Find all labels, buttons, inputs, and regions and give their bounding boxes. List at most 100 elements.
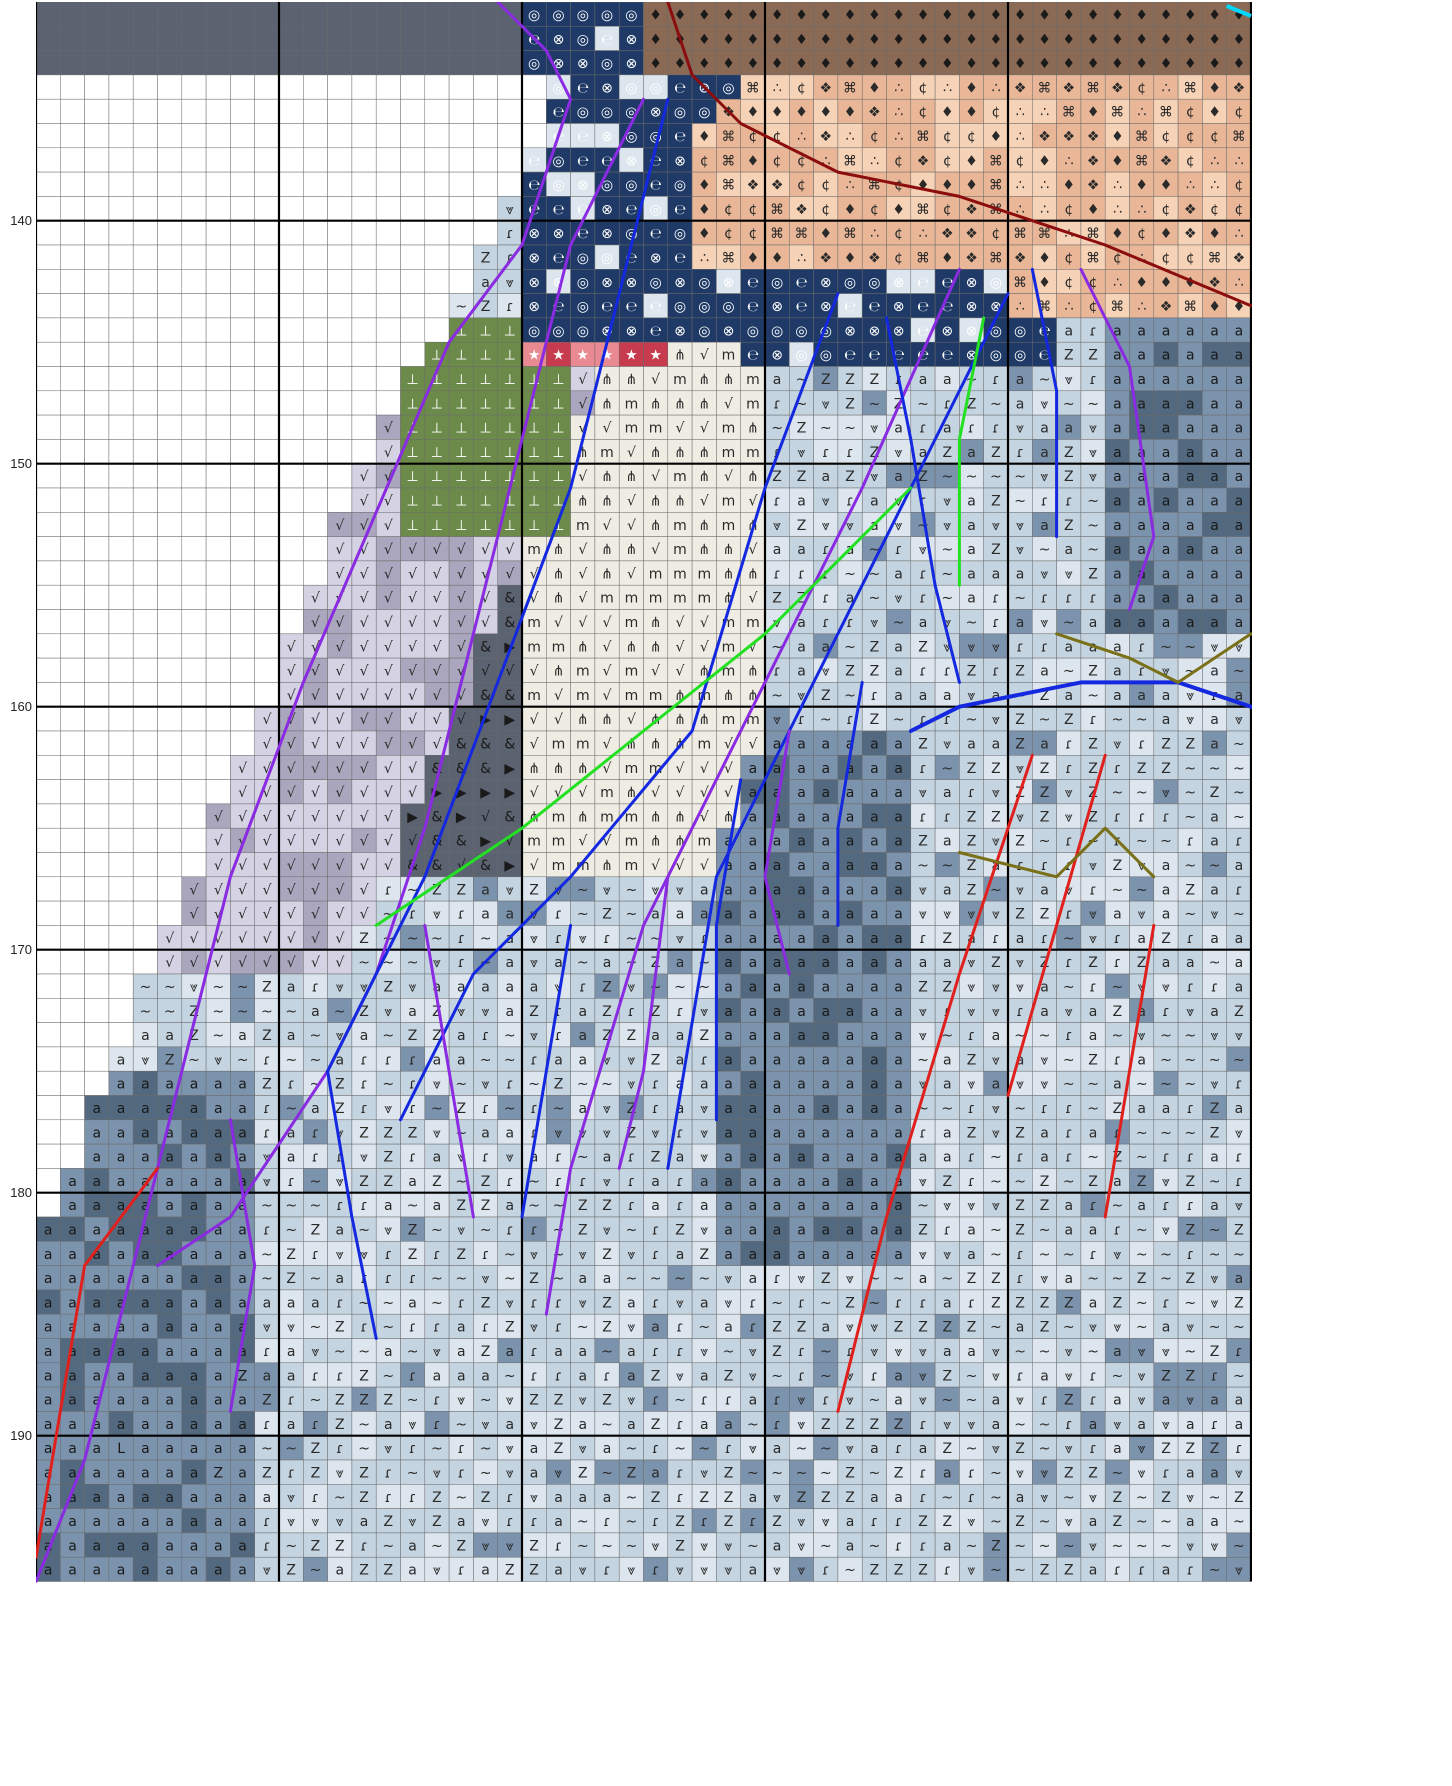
stitch-symbol: ~ [431, 931, 443, 947]
stitch-symbol: Z [165, 1052, 175, 1068]
stitch-symbol: ⊗ [650, 105, 662, 121]
stitch-cell [84, 949, 110, 975]
stitch-cell [108, 512, 134, 537]
stitch-cell [1080, 50, 1106, 76]
stitch-symbol: ɾ [336, 1295, 343, 1311]
stitch-cell [400, 171, 426, 197]
stitch-cell [764, 98, 790, 124]
stitch-symbol: Z [1040, 1198, 1050, 1214]
stitch-symbol: m [600, 785, 614, 801]
stitch-symbol: ♦ [941, 105, 954, 121]
stitch-symbol: ⊥ [528, 494, 540, 510]
stitch-symbol: Z [359, 931, 369, 947]
stitch-cell [132, 244, 158, 270]
stitch-symbol: ♦ [820, 8, 833, 24]
stitch-symbol: m [722, 421, 736, 437]
stitch-symbol: ~ [1039, 1247, 1051, 1263]
stitch-cell [351, 366, 377, 392]
stitch-symbol: a [1113, 591, 1122, 607]
stitch-cell [108, 852, 134, 878]
stitch-symbol: a [579, 1052, 588, 1068]
stitch-symbol: ♦ [844, 105, 857, 121]
stitch-symbol: ~ [1233, 737, 1245, 753]
stitch-symbol: ◎ [771, 323, 783, 339]
stitch-symbol: ♦ [1135, 275, 1148, 291]
stitch-symbol: Z [1064, 445, 1074, 461]
stitch-symbol: a [846, 809, 855, 825]
stitch-cell [205, 414, 231, 440]
stitch-symbol: a [1210, 931, 1219, 947]
stitch-cell [400, 123, 426, 149]
stitch-cell [424, 98, 450, 124]
stitch-symbol: a [579, 1344, 588, 1360]
stitch-cell [132, 196, 158, 221]
stitch-symbol: ~ [844, 421, 856, 437]
stitch-symbol: ◎ [1014, 323, 1026, 339]
stitch-symbol: a [190, 1077, 199, 1093]
stitch-symbol: a [1162, 445, 1171, 461]
stitch-cell [424, 196, 450, 221]
stitch-symbol: ¢ [1234, 178, 1243, 194]
stitch-symbol: a [797, 737, 806, 753]
stitch-symbol: a [822, 931, 831, 947]
stitch-symbol: ⌘ [1135, 129, 1149, 145]
stitch-symbol: √ [748, 737, 757, 753]
stitch-symbol: m [673, 469, 687, 485]
stitch-symbol: ~ [1112, 1028, 1124, 1044]
stitch-cell [691, 98, 717, 124]
stitch-cell [36, 706, 61, 732]
stitch-cell [1177, 147, 1203, 173]
stitch-symbol: √ [651, 372, 660, 388]
stitch-symbol: ⩔ [603, 1174, 611, 1190]
stitch-symbol: ∴ [1064, 299, 1073, 315]
stitch-symbol: ɾ [579, 1174, 586, 1190]
stitch-symbol: ℮ [674, 251, 686, 267]
stitch-symbol: a [822, 1223, 831, 1239]
stitch-symbol: √ [384, 518, 393, 534]
stitch-symbol: a [724, 1150, 733, 1166]
stitch-symbol: Z [943, 1320, 953, 1336]
stitch-symbol: ⩔ [530, 955, 538, 971]
stitch-symbol: ⩔ [968, 955, 976, 971]
stitch-symbol: ⩔ [482, 1004, 490, 1020]
stitch-cell [424, 147, 450, 173]
stitch-cell [157, 730, 183, 756]
stitch-symbol: ɾ [1089, 980, 1096, 996]
stitch-symbol: ɾ [1211, 980, 1218, 996]
stitch-symbol: Z [1234, 1295, 1244, 1311]
stitch-symbol: ⌘ [795, 226, 809, 242]
stitch-symbol: Z [943, 931, 953, 947]
stitch-symbol: ∴ [1162, 80, 1171, 96]
stitch-cell [1202, 74, 1227, 100]
stitch-cell [740, 26, 766, 51]
stitch-symbol: ⩔ [579, 1295, 587, 1311]
stitch-symbol: a [1235, 518, 1244, 534]
stitch-symbol: ⋔ [747, 421, 759, 437]
stitch-symbol: ⋔ [601, 469, 613, 485]
stitch-symbol: a [190, 1223, 199, 1239]
stitch-cell [934, 147, 960, 173]
stitch-symbol: ɾ [1041, 591, 1048, 607]
stitch-cell [837, 26, 863, 51]
stitch-cell [132, 803, 158, 829]
stitch-symbol: a [93, 1271, 102, 1287]
stitch-cell [205, 536, 231, 562]
stitch-symbol: √ [190, 931, 199, 947]
stitch-symbol: ❖ [1063, 80, 1076, 96]
stitch-symbol: ~ [431, 1271, 443, 1287]
stitch-symbol: a [238, 1150, 247, 1166]
stitch-symbol: a [1137, 372, 1146, 388]
stitch-symbol: ⩔ [627, 1077, 635, 1093]
stitch-symbol: a [627, 1344, 636, 1360]
stitch-symbol: m [625, 591, 639, 607]
stitch-symbol: √ [287, 688, 296, 704]
stitch-cell [181, 779, 207, 805]
stitch-symbol: a [700, 1077, 709, 1093]
stitch-symbol: Z [262, 1077, 272, 1093]
stitch-symbol: ⩔ [725, 1295, 733, 1311]
stitch-symbol: m [722, 712, 736, 728]
stitch-cell [886, 74, 912, 100]
stitch-symbol: √ [530, 785, 539, 801]
stitch-cell [132, 512, 158, 537]
stitch-symbol: ◎ [577, 251, 589, 267]
